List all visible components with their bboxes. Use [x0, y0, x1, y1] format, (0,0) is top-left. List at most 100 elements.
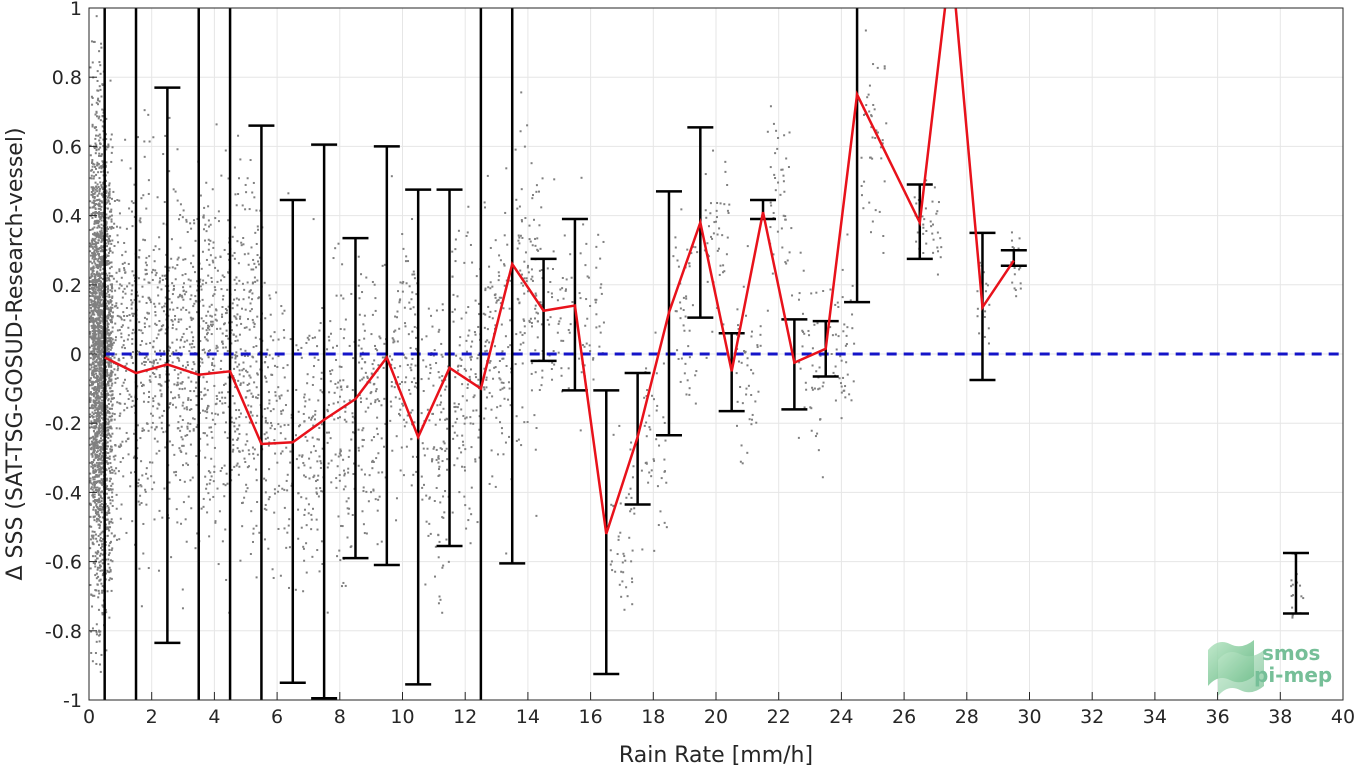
scatter-point	[180, 522, 183, 525]
scatter-point	[536, 336, 539, 339]
scatter-point	[108, 407, 111, 410]
scatter-point	[107, 437, 110, 440]
scatter-point	[344, 406, 347, 409]
scatter-point	[550, 292, 553, 295]
scatter-point	[180, 451, 183, 454]
scatter-point	[435, 448, 438, 451]
scatter-point	[206, 333, 209, 336]
scatter-point	[518, 205, 521, 208]
scatter-point	[108, 571, 111, 574]
scatter-point	[271, 357, 274, 360]
scatter-point	[469, 378, 472, 381]
scatter-point	[95, 374, 98, 377]
scatter-point	[551, 378, 554, 381]
scatter-point	[338, 473, 341, 476]
scatter-point	[107, 365, 110, 368]
scatter-point	[172, 188, 175, 191]
scatter-point	[100, 193, 103, 196]
scatter-point	[226, 350, 229, 353]
scatter-point	[425, 335, 428, 338]
scatter-point	[89, 332, 92, 335]
scatter-point	[202, 320, 205, 323]
scatter-point	[164, 446, 167, 449]
scatter-point	[393, 340, 396, 343]
scatter-point	[98, 285, 101, 288]
scatter-point	[253, 196, 256, 199]
scatter-point	[465, 399, 468, 402]
scatter-point	[176, 258, 179, 261]
scatter-point	[203, 239, 206, 242]
scatter-point	[99, 565, 102, 568]
scatter-point	[377, 452, 380, 455]
scatter-point	[143, 155, 146, 158]
scatter-point	[101, 439, 104, 442]
scatter-point	[94, 204, 97, 207]
scatter-point	[110, 549, 113, 552]
scatter-point	[113, 418, 116, 421]
scatter-point	[98, 177, 101, 180]
scatter-point	[110, 160, 113, 163]
scatter-point	[107, 254, 110, 257]
scatter-point	[99, 491, 102, 494]
scatter-point	[520, 188, 523, 191]
scatter-point	[333, 391, 336, 394]
scatter-point	[97, 117, 100, 120]
scatter-point	[245, 326, 248, 329]
scatter-point	[90, 443, 93, 446]
scatter-point	[98, 213, 101, 216]
scatter-point	[109, 306, 112, 309]
scatter-point	[90, 350, 93, 353]
scatter-point	[319, 487, 322, 490]
scatter-point	[362, 376, 365, 379]
scatter-point	[359, 379, 362, 382]
scatter-point	[242, 381, 245, 384]
scatter-point	[207, 238, 210, 241]
scatter-point	[161, 278, 164, 281]
scatter-point	[91, 660, 94, 663]
scatter-point	[287, 192, 290, 195]
scatter-point	[221, 315, 224, 318]
scatter-point	[110, 466, 113, 469]
scatter-point	[342, 297, 345, 300]
scatter-point	[94, 456, 97, 459]
scatter-point	[251, 298, 254, 301]
scatter-point	[90, 95, 93, 98]
scatter-point	[233, 226, 236, 229]
scatter-point	[131, 270, 134, 273]
scatter-point	[240, 307, 243, 310]
scatter-point	[92, 348, 95, 351]
scatter-point	[98, 381, 101, 384]
scatter-point	[411, 291, 414, 294]
scatter-point	[327, 403, 330, 406]
scatter-point	[100, 287, 103, 290]
scatter-point	[100, 167, 103, 170]
scatter-point	[114, 339, 117, 342]
scatter-point	[101, 249, 104, 252]
scatter-point	[602, 240, 605, 243]
scatter-point	[342, 488, 345, 491]
scatter-point	[96, 306, 99, 309]
scatter-point	[90, 193, 93, 196]
scatter-point	[389, 355, 392, 358]
scatter-point	[334, 453, 337, 456]
scatter-point	[186, 427, 189, 430]
scatter-point	[91, 536, 94, 539]
scatter-point	[470, 513, 473, 516]
scatter-point	[376, 349, 379, 352]
scatter-point	[89, 303, 92, 306]
scatter-point	[92, 561, 95, 564]
scatter-point	[508, 307, 511, 310]
scatter-point	[266, 366, 269, 369]
scatter-point	[439, 598, 442, 601]
scatter-point	[93, 313, 96, 316]
scatter-point	[122, 475, 125, 478]
scatter-point	[94, 411, 97, 414]
scatter-point	[484, 287, 487, 290]
scatter-point	[99, 320, 102, 323]
scatter-point	[100, 205, 103, 208]
scatter-point	[391, 449, 394, 452]
scatter-point	[153, 372, 156, 375]
scatter-point	[251, 540, 254, 543]
scatter-point	[313, 356, 316, 359]
scatter-point	[125, 369, 128, 372]
